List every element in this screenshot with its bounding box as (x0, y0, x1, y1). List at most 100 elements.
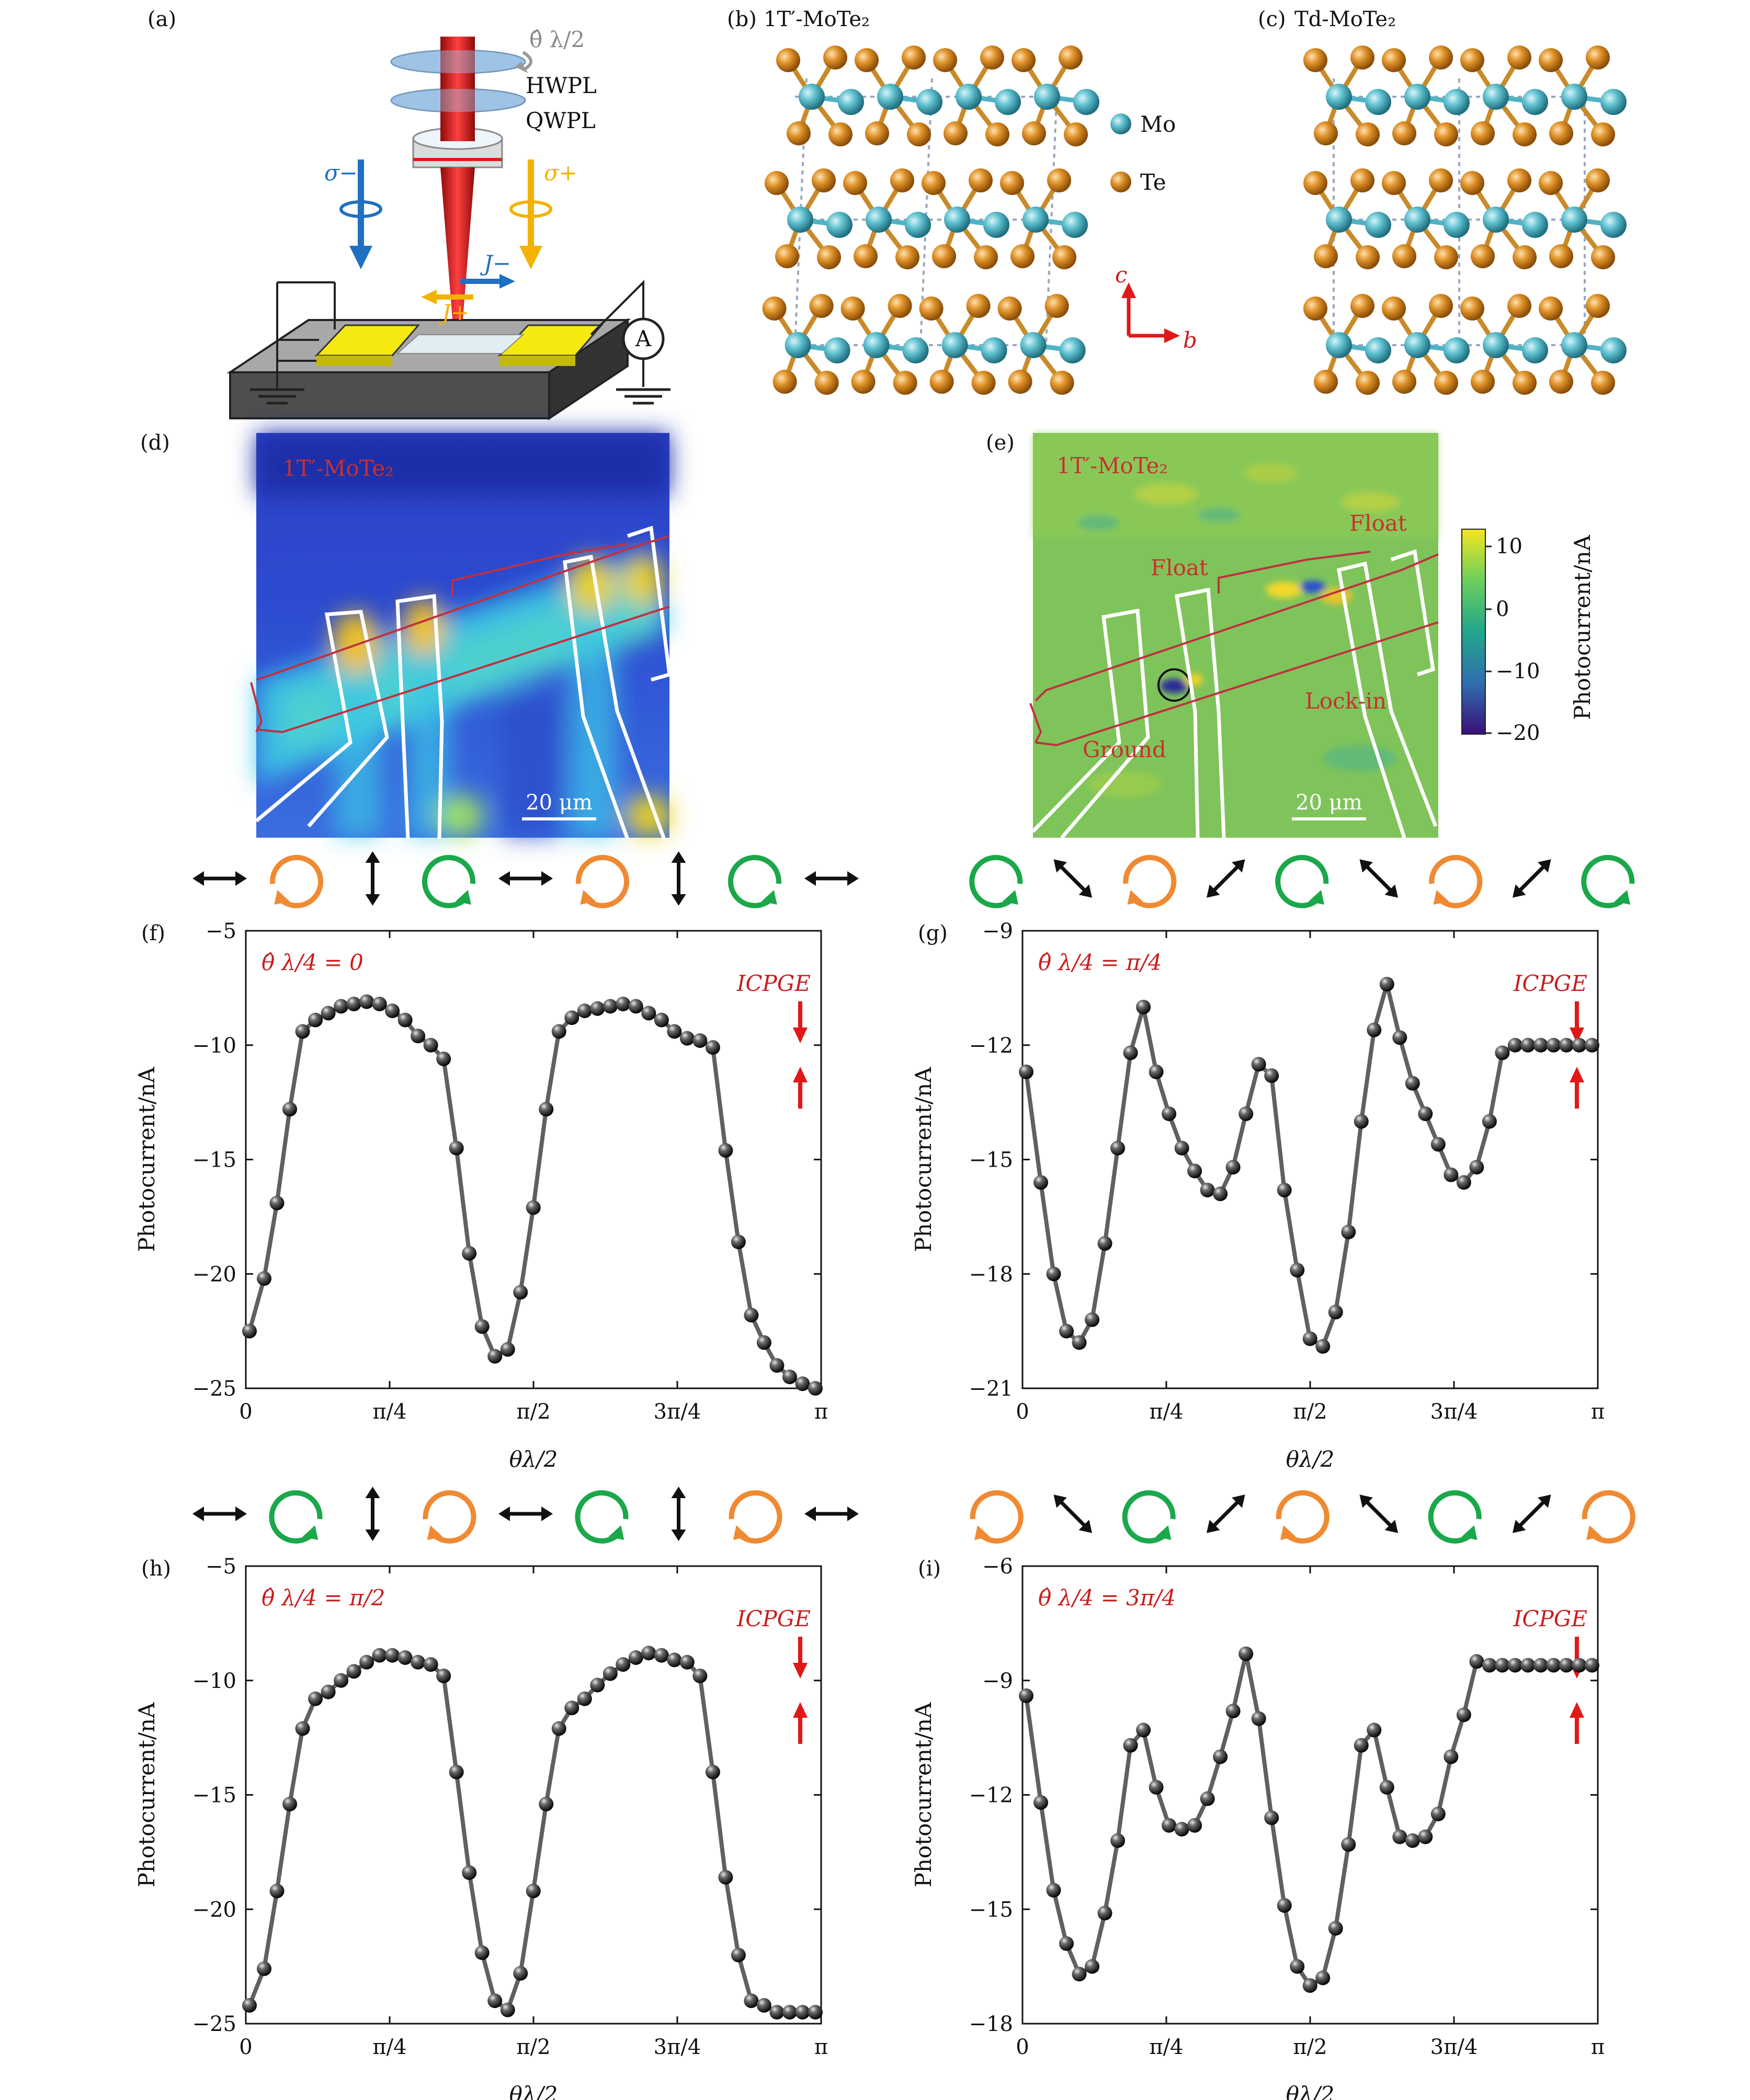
x-tick-label: π (814, 1400, 828, 1424)
chart-0: (f) −5 −10 −15 −20 −250 π/4 π/2 3π/4 π Photocurren… (134, 851, 859, 1472)
crystal-1t-prime (762, 45, 1099, 395)
data-point (423, 1037, 438, 1053)
data-point (654, 1648, 669, 1663)
data-point (641, 1646, 656, 1661)
x-tick-label: 0 (1016, 1400, 1029, 1424)
data-point (1533, 1658, 1548, 1673)
data-point (1456, 1175, 1471, 1190)
panel-a-label: (a) (147, 7, 176, 31)
data-point (1572, 1658, 1587, 1673)
circular-polarization-green-icon (1122, 1490, 1176, 1544)
x-tick-label: π (1591, 1400, 1605, 1424)
chart-annotation: θ̂ λ/4 = 3π/4 (1038, 1585, 1176, 1611)
x-tick-label: 0 (1016, 2035, 1029, 2059)
y-tick-label: −5 (206, 1555, 236, 1579)
icpge-label: ICPGE (1513, 971, 1587, 996)
data-point (590, 1677, 605, 1693)
data-point (603, 999, 618, 1014)
chart-panel-label: (h) (141, 1557, 171, 1581)
linear-polarization-icon (1359, 859, 1399, 898)
data-point (718, 1870, 733, 1885)
data-point (1405, 1833, 1420, 1848)
ground-left-icon (250, 387, 304, 405)
x-tick-label: π/4 (1149, 2035, 1183, 2059)
y-tick-label: −15 (192, 1148, 236, 1172)
data-point (667, 1652, 682, 1668)
y-tick-label: −25 (192, 2012, 236, 2036)
y-tick-label: −15 (969, 1898, 1013, 1922)
hwpl-label: HWPL (526, 73, 597, 98)
photocurrent-map-d (250, 433, 672, 840)
scale-bar-e-label: 20 μm (1296, 791, 1362, 815)
fit-curve (247, 1651, 815, 2015)
data-point (539, 1102, 554, 1117)
data-point (667, 1024, 682, 1039)
data-point (487, 1349, 503, 1364)
chart-2: (h) −5 −10 −15 −20 −250 π/4 π/2 3π/4 π Photocurren… (134, 1487, 859, 2100)
data-point (257, 1271, 272, 1286)
data-point (1444, 1167, 1459, 1182)
cbar-tick-m10: −10 (1496, 659, 1540, 683)
data-point (1379, 1779, 1394, 1795)
circular-polarization-green-icon (1581, 854, 1635, 908)
left-electrode-edge (316, 356, 392, 366)
colorbar-label: Photocurrent/nA (1570, 534, 1595, 720)
data-point (411, 1654, 426, 1670)
data-point (1097, 1236, 1112, 1251)
data-point (295, 1024, 310, 1039)
data-point (1559, 1658, 1574, 1673)
linear-polarization-icon (1053, 1494, 1093, 1533)
panel-b-label: (b) (727, 7, 757, 31)
data-point (487, 1993, 503, 2008)
data-point (1123, 1045, 1138, 1060)
x-tick-label: 3π/4 (654, 2035, 701, 2059)
data-point (321, 1006, 336, 1021)
data-point (577, 1003, 592, 1019)
x-tick-label: π/2 (1293, 2035, 1327, 2059)
chart-panel-label: (i) (918, 1557, 941, 1581)
panel-b: (b) 1T′-MoTe₂ (727, 7, 1099, 395)
data-point (1225, 1160, 1241, 1175)
y-tick-label: −18 (969, 2012, 1013, 2036)
data-point (1097, 1905, 1112, 1921)
data-point (513, 1285, 528, 1300)
data-point (1559, 1037, 1574, 1053)
data-point (1546, 1658, 1561, 1673)
data-point (628, 1650, 643, 1665)
data-point (372, 1648, 387, 1663)
circular-polarization-orange-icon (970, 1490, 1024, 1544)
data-point (1328, 1305, 1343, 1320)
data-point (500, 1342, 515, 1357)
data-point (590, 1001, 605, 1016)
data-point (1033, 1795, 1049, 1810)
y-tick-label: −9 (982, 1669, 1013, 1693)
data-point (449, 1764, 464, 1779)
data-point (308, 1691, 323, 1706)
scale-bar-d-label: 20 μm (526, 791, 593, 815)
data-point (257, 1961, 272, 1976)
data-point (1456, 1707, 1471, 1722)
data-point (436, 1669, 451, 1683)
j-plus-label: J+ (438, 300, 469, 325)
data-point (1019, 1688, 1034, 1703)
linear-polarization-icon (498, 1506, 553, 1521)
label-float-left: Float (1151, 555, 1208, 580)
te-atom-icon (1110, 172, 1131, 192)
linear-polarization-icon (365, 851, 380, 906)
panel-d-title: 1T′-MoTe₂ (282, 455, 394, 481)
label-ground: Ground (1083, 737, 1166, 762)
data-point (1046, 1266, 1061, 1282)
data-point (769, 1358, 785, 1373)
y-axis-label: Photocurrent/nA (911, 1702, 936, 1887)
data-point (1520, 1037, 1536, 1053)
mo-atom-icon (1110, 113, 1131, 134)
chart-annotation: θ̂ λ/4 = 0 (262, 950, 363, 975)
device-side-face (548, 318, 629, 420)
data-point (372, 997, 387, 1011)
linear-polarization-icon (498, 871, 553, 886)
y-tick-label: −10 (192, 1034, 236, 1058)
data-point (756, 1335, 771, 1350)
data-point (1328, 1921, 1343, 1936)
data-point (1444, 1749, 1459, 1764)
x-tick-label: 3π/4 (1430, 1400, 1478, 1424)
